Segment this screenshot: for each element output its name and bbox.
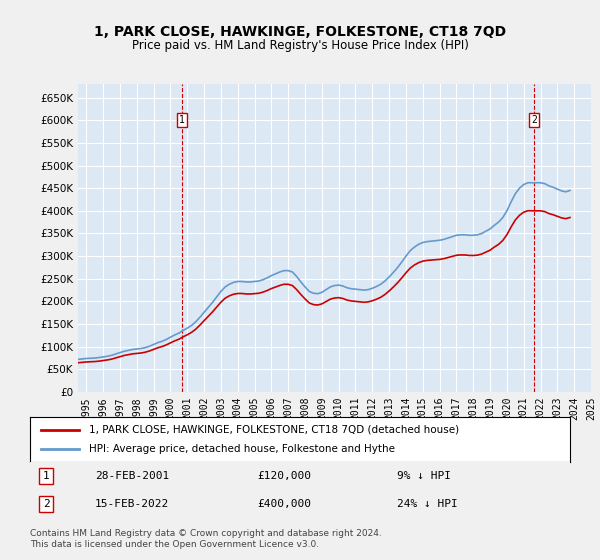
- Text: Price paid vs. HM Land Registry's House Price Index (HPI): Price paid vs. HM Land Registry's House …: [131, 39, 469, 52]
- Text: This data is licensed under the Open Government Licence v3.0.: This data is licensed under the Open Gov…: [30, 540, 319, 549]
- Text: Contains HM Land Registry data © Crown copyright and database right 2024.: Contains HM Land Registry data © Crown c…: [30, 529, 382, 538]
- Text: 1, PARK CLOSE, HAWKINGE, FOLKESTONE, CT18 7QD (detached house): 1, PARK CLOSE, HAWKINGE, FOLKESTONE, CT1…: [89, 424, 460, 435]
- Text: £120,000: £120,000: [257, 471, 311, 481]
- Text: 9% ↓ HPI: 9% ↓ HPI: [397, 471, 451, 481]
- Text: 1: 1: [179, 115, 185, 125]
- Text: HPI: Average price, detached house, Folkestone and Hythe: HPI: Average price, detached house, Folk…: [89, 445, 395, 455]
- Text: 28-FEB-2001: 28-FEB-2001: [95, 471, 169, 481]
- Text: 2: 2: [532, 115, 537, 125]
- Text: £400,000: £400,000: [257, 499, 311, 509]
- Text: 2: 2: [43, 499, 50, 509]
- Text: 24% ↓ HPI: 24% ↓ HPI: [397, 499, 458, 509]
- Text: 1: 1: [43, 471, 50, 481]
- Text: 1, PARK CLOSE, HAWKINGE, FOLKESTONE, CT18 7QD: 1, PARK CLOSE, HAWKINGE, FOLKESTONE, CT1…: [94, 25, 506, 39]
- Text: 15-FEB-2022: 15-FEB-2022: [95, 499, 169, 509]
